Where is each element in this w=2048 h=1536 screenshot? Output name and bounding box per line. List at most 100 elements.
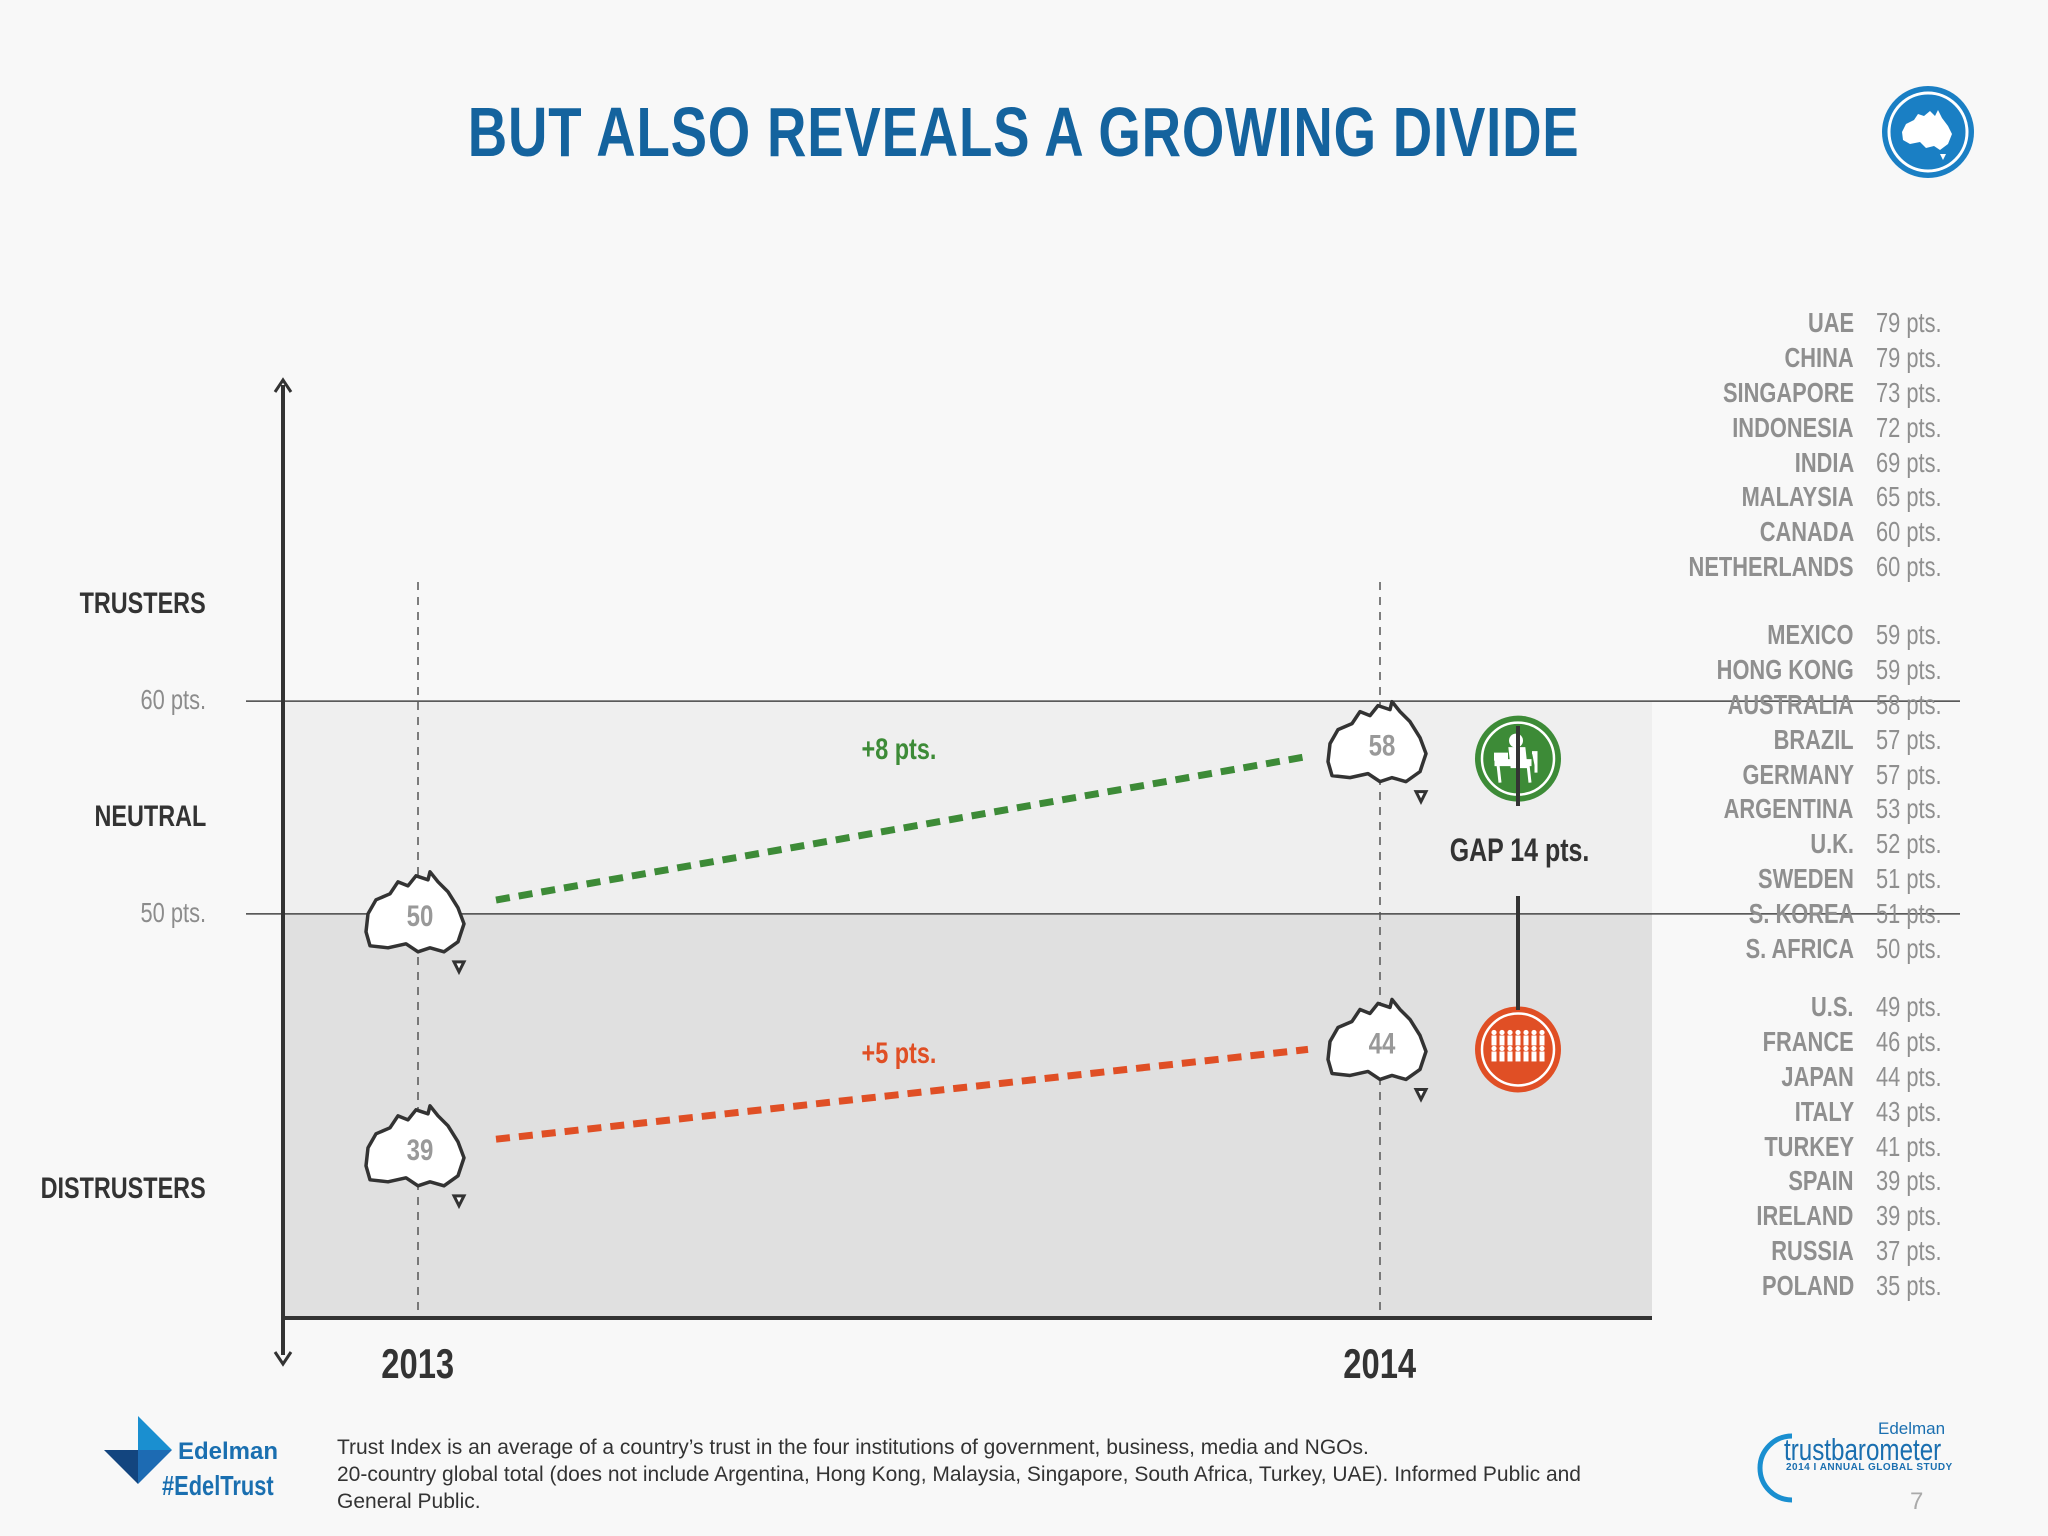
country-list-trusters: UAE 79 pts. CHINA 79 pts. SINGAPORE 73 pts. IN… <box>1640 306 1960 584</box>
country-name: SWEDEN <box>1758 862 1854 894</box>
country-name: INDIA <box>1794 446 1854 478</box>
country-row: MALAYSIA 65 pts. <box>1640 480 1960 515</box>
country-row: U.S. 49 pts. <box>1640 990 1960 1025</box>
zone-label-distrusters: DISTRUSTERS <box>40 1172 206 1206</box>
country-score: 79 pts. <box>1875 342 1942 374</box>
country-row: JAPAN 44 pts. <box>1640 1060 1960 1095</box>
distrusters-zone-band <box>283 913 1652 1318</box>
country-score: 60 pts. <box>1875 550 1942 582</box>
country-row: U.K. 52 pts. <box>1640 827 1960 862</box>
neutral-zone-band <box>283 701 1652 914</box>
country-row: BRAZIL 57 pts. <box>1640 722 1960 757</box>
country-score: 53 pts. <box>1875 793 1942 825</box>
country-score: 60 pts. <box>1875 516 1942 548</box>
country-score: 50 pts. <box>1875 932 1942 964</box>
country-score: 57 pts. <box>1875 723 1942 755</box>
data-point-general-2013: 39 <box>364 1104 467 1210</box>
x-tick-label-2014: 2014 <box>1343 1340 1417 1387</box>
hashtag: #EdelTrust <box>162 1470 274 1501</box>
country-name: FRANCE <box>1762 1026 1854 1058</box>
country-name: INDONESIA <box>1732 411 1854 443</box>
country-name: AUSTRALIA <box>1727 688 1854 720</box>
trustbarometer-brand: Edelman <box>1878 1419 1946 1438</box>
trustbarometer-name: trustbarometer <box>1784 1432 1942 1467</box>
trustbarometer-logo <box>1757 1433 1793 1503</box>
change-label-general: +5 pts. <box>861 1036 937 1070</box>
country-row: POLAND 35 pts. <box>1640 1268 1960 1303</box>
data-point-general-2014: 44 <box>1326 997 1429 1103</box>
country-row: MEXICO 59 pts. <box>1640 618 1960 653</box>
zone-label-neutral: NEUTRAL <box>94 800 206 834</box>
country-score: 52 pts. <box>1875 828 1942 860</box>
country-name: TURKEY <box>1764 1130 1854 1162</box>
country-row: ARGENTINA 53 pts. <box>1640 792 1960 827</box>
y-axis-arrow-down <box>273 1351 293 1367</box>
country-score: 37 pts. <box>1875 1234 1942 1266</box>
change-label-informed: +8 pts. <box>861 732 937 766</box>
data-label: 50 <box>407 898 434 932</box>
country-row: FRANCE 46 pts. <box>1640 1025 1960 1060</box>
country-row: S. KOREA 51 pts. <box>1640 896 1960 931</box>
country-score: 58 pts. <box>1875 688 1942 720</box>
country-score: 39 pts. <box>1875 1200 1942 1232</box>
country-row: NETHERLANDS 60 pts. <box>1640 550 1960 585</box>
country-score: 49 pts. <box>1875 991 1942 1023</box>
country-row: RUSSIA 37 pts. <box>1640 1234 1960 1269</box>
country-score: 39 pts. <box>1875 1165 1942 1197</box>
country-score: 43 pts. <box>1875 1095 1942 1127</box>
country-score: 51 pts. <box>1875 897 1942 929</box>
country-name: SPAIN <box>1788 1165 1854 1197</box>
country-name: JAPAN <box>1781 1060 1854 1092</box>
data-point-informed-2014: 58 <box>1326 699 1429 805</box>
country-row: TURKEY 41 pts. <box>1640 1129 1960 1164</box>
series-line-general <box>495 1045 1309 1143</box>
country-name: POLAND <box>1761 1269 1854 1301</box>
country-row: INDIA 69 pts. <box>1640 445 1960 480</box>
country-row: S. AFRICA 50 pts. <box>1640 931 1960 966</box>
country-score: 44 pts. <box>1875 1060 1942 1092</box>
country-score: 35 pts. <box>1875 1269 1942 1301</box>
country-name: NETHERLANDS <box>1688 550 1854 582</box>
country-row: UAE 79 pts. <box>1640 306 1960 341</box>
country-score: 59 pts. <box>1875 654 1942 686</box>
country-score: 51 pts. <box>1875 862 1942 894</box>
country-name: GERMANY <box>1742 758 1854 790</box>
country-name: S. KOREA <box>1748 897 1854 929</box>
country-row: GERMANY 57 pts. <box>1640 757 1960 792</box>
country-name: S. AFRICA <box>1745 932 1854 964</box>
country-name: SINGAPORE <box>1722 376 1854 408</box>
country-row: SPAIN 39 pts. <box>1640 1164 1960 1199</box>
australia-map-icon <box>1882 86 1974 178</box>
country-row: INDONESIA 72 pts. <box>1640 410 1960 445</box>
edelman-brand: Edelman <box>178 1438 279 1465</box>
edelman-logo <box>104 1416 172 1484</box>
country-score: 46 pts. <box>1875 1026 1942 1058</box>
country-score: 59 pts. <box>1875 619 1942 651</box>
country-row: CANADA 60 pts. <box>1640 515 1960 550</box>
country-row: IRELAND 39 pts. <box>1640 1199 1960 1234</box>
page-title: BUT ALSO REVEALS A GROWING DIVIDE <box>468 93 1580 171</box>
country-list-neutral: MEXICO 59 pts. HONG KONG 59 pts. AUSTRALIA 58… <box>1640 618 1960 966</box>
footnote: Trust Index is an average of a country’s… <box>337 1436 1581 1513</box>
country-row: SINGAPORE 73 pts. <box>1640 376 1960 411</box>
trustbarometer-subtitle: 2014 I ANNUAL GLOBAL STUDY <box>1786 1462 1953 1473</box>
country-score: 57 pts. <box>1875 758 1942 790</box>
country-name: BRAZIL <box>1773 723 1854 755</box>
data-point-informed-2013: 50 <box>364 870 467 976</box>
country-score: 73 pts. <box>1875 376 1942 408</box>
country-name: MEXICO <box>1767 619 1854 651</box>
country-name: RUSSIA <box>1771 1234 1854 1266</box>
country-name: U.K. <box>1810 828 1854 860</box>
general-public-crowd-icon <box>1475 1006 1561 1093</box>
country-name: HONG KONG <box>1716 654 1854 686</box>
country-list-distrusters: U.S. 49 pts. FRANCE 46 pts. JAPAN 44 pts. ITAL… <box>1640 990 1960 1303</box>
country-row: CHINA 79 pts. <box>1640 341 1960 376</box>
y-axis-arrow-up <box>273 377 293 393</box>
x-tick-label-2013: 2013 <box>381 1340 455 1387</box>
country-name: ITALY <box>1794 1095 1854 1127</box>
country-name: U.S. <box>1811 991 1854 1023</box>
data-label: 39 <box>407 1132 434 1166</box>
country-row: SWEDEN 51 pts. <box>1640 862 1960 897</box>
gap-label: GAP 14 pts. <box>1450 832 1590 868</box>
